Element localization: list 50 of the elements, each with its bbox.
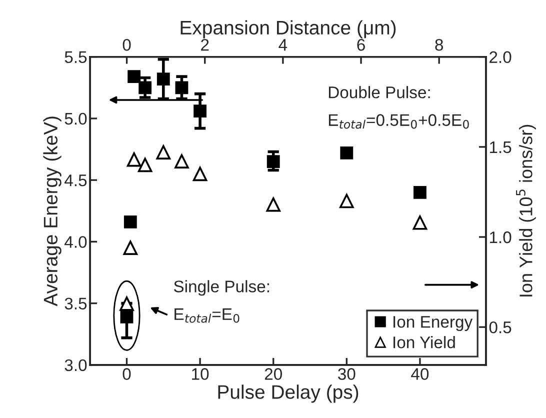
point xyxy=(192,166,208,182)
point xyxy=(126,152,142,167)
point xyxy=(266,155,280,168)
x2-axis-title: Expansion Distance (μm) xyxy=(180,20,396,38)
x2-tick-label: 2 xyxy=(201,38,209,51)
point xyxy=(412,215,428,230)
y2-tick-label: 1.0 xyxy=(490,231,512,244)
point xyxy=(124,216,137,228)
x2-tick-label: 8 xyxy=(435,38,444,51)
x-axis-title: Pulse Delay (ps) xyxy=(218,384,358,403)
y2-tick-label: 1.5 xyxy=(490,142,512,154)
x-tick-label: 20 xyxy=(264,368,282,380)
y-tick-label: 5.5 xyxy=(64,51,87,64)
point xyxy=(175,81,188,94)
point xyxy=(138,158,152,172)
y-tick-label: 3.0 xyxy=(64,359,87,372)
annotation: E$_{total}$=E$_{0}$ xyxy=(174,308,240,323)
annotation: Double Pulse: xyxy=(328,86,430,98)
point xyxy=(120,296,134,311)
x-tick-label: 30 xyxy=(338,368,356,380)
point xyxy=(156,145,171,160)
x2-tick-label: 6 xyxy=(357,38,365,51)
y-tick-label: 5.0 xyxy=(64,112,87,125)
legend-label: Ion Yield xyxy=(394,336,455,348)
y2-axis-title: Ion Yield (10$^{5}$ ions/sr) xyxy=(516,124,536,296)
point xyxy=(120,310,134,324)
y-tick-label: 3.5 xyxy=(64,298,87,310)
x2-tick-label: 0 xyxy=(122,38,131,51)
point xyxy=(174,154,189,168)
x-tick-label: 10 xyxy=(192,368,209,380)
y2-tick-label: 0.5 xyxy=(489,321,512,334)
point xyxy=(128,70,141,84)
point xyxy=(123,240,138,255)
point xyxy=(156,72,170,86)
point xyxy=(138,81,152,94)
x-tick-label: 40 xyxy=(411,368,429,380)
point xyxy=(194,104,207,118)
point xyxy=(340,146,354,160)
y-axis-title: Average Energy (keV) xyxy=(43,116,62,306)
annotation: E$_{total}$=0.5E$_{0}$+0.5E$_{0}$ xyxy=(328,114,469,129)
y2-tick-label: 2.0 xyxy=(490,51,512,64)
x-tick-label: 0 xyxy=(122,368,131,380)
point xyxy=(266,197,281,212)
point xyxy=(414,186,426,199)
annotation: Single Pulse: xyxy=(174,280,269,296)
y-tick-label: 4.0 xyxy=(64,236,87,248)
y-tick-label: 4.5 xyxy=(64,174,87,186)
point xyxy=(340,194,354,208)
x2-tick-label: 4 xyxy=(278,39,288,51)
legend-label: Ion Energy xyxy=(394,316,473,332)
